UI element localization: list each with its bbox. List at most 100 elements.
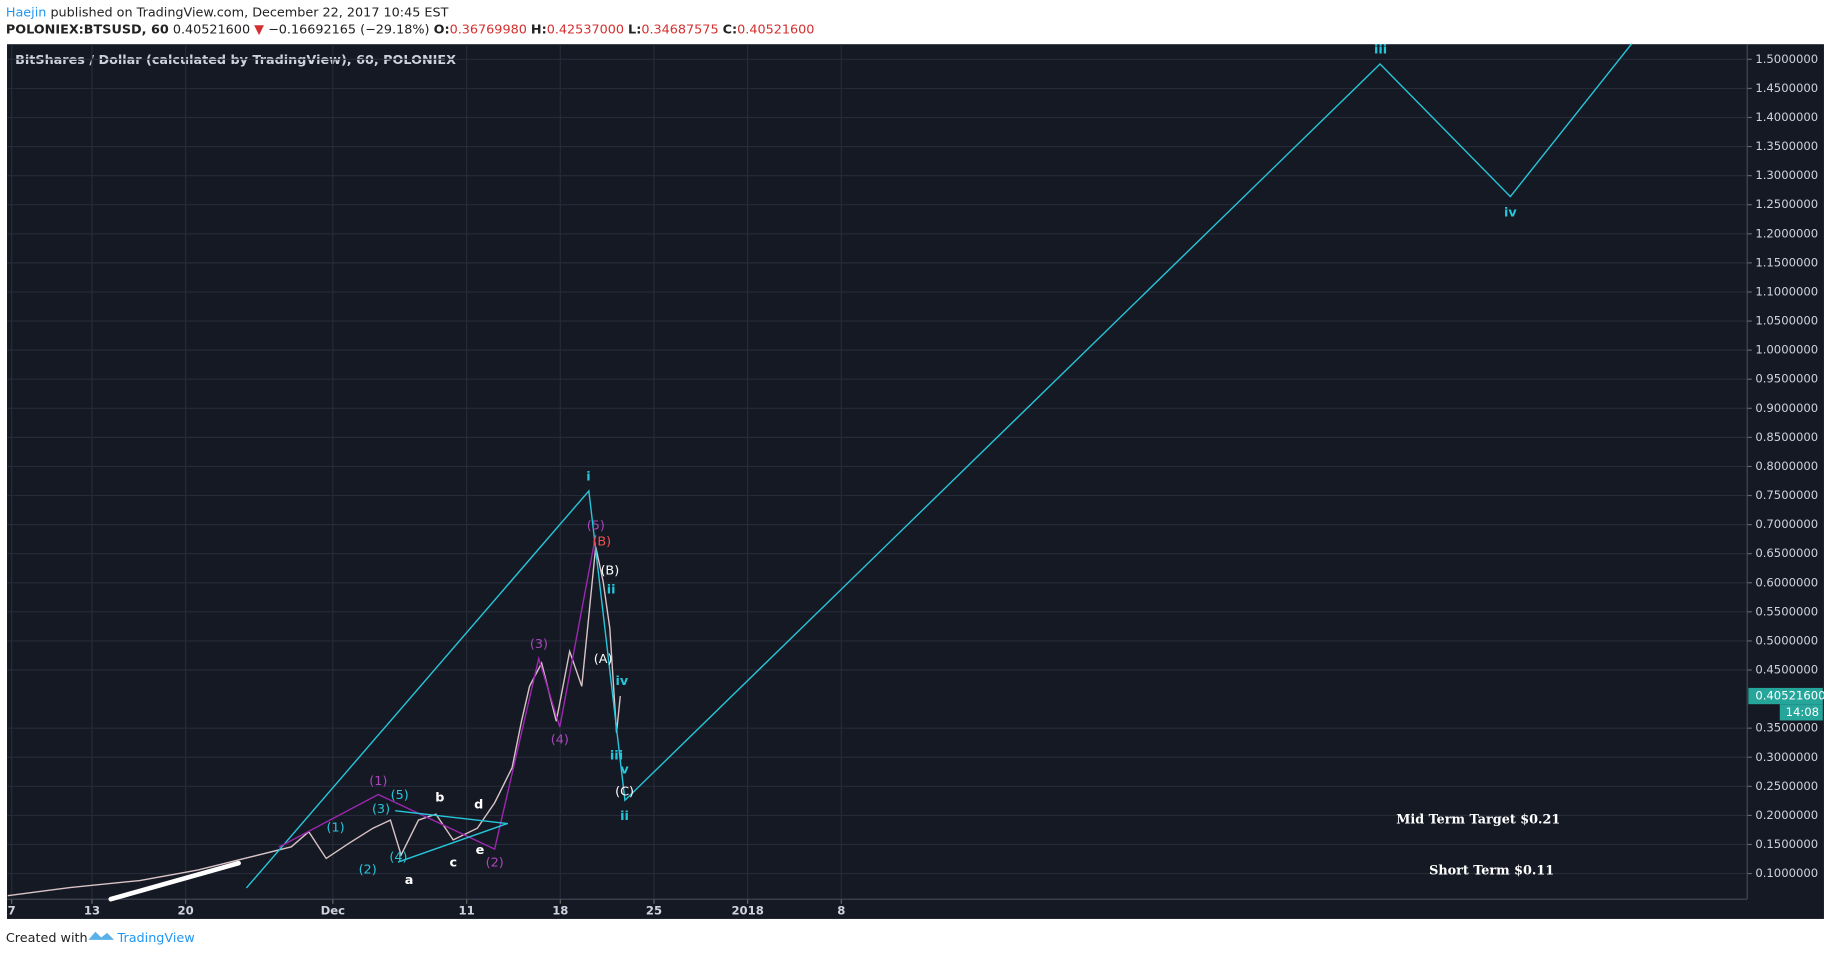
wave-label: i [586, 469, 590, 484]
y-tick-label: 0.6500000 [1755, 546, 1818, 560]
y-tick-label: 0.4500000 [1755, 663, 1818, 677]
ohlc-value: 0.40521600 [737, 23, 814, 38]
symbol-line: POLONIEX:BTSUSD, 60 0.40521600 ▼ −0.1669… [6, 23, 815, 38]
wave-line [246, 43, 1633, 889]
y-tick-label: 1.3000000 [1755, 168, 1818, 182]
y-tick-label: 1.1000000 [1755, 284, 1818, 298]
y-tick-label: 0.5000000 [1755, 633, 1818, 647]
y-tick-label: 0.1500000 [1755, 837, 1818, 851]
x-tick-label: Dec [321, 903, 346, 917]
author[interactable]: Haejin [6, 5, 47, 20]
wave-label: Short Term $0.11 [1429, 864, 1554, 879]
ohlc-value: 0.34687575 [641, 23, 718, 38]
wave-line [395, 810, 509, 825]
wave-label: (C) [615, 785, 634, 800]
change: −0.16692165 (−29.18%) [268, 23, 429, 38]
y-tick-label: 1.1500000 [1755, 255, 1818, 269]
y-tick-label: 0.6000000 [1755, 575, 1818, 589]
symbol: POLONIEX:BTSUSD, 60 [6, 23, 169, 38]
x-tick-label: 7 [8, 903, 16, 917]
wave-label: iii [610, 749, 623, 764]
wave-label: iv [616, 674, 629, 689]
wave-label: (3) [372, 802, 390, 817]
ohlc-value: 0.36769980 [450, 23, 527, 38]
wave-label: (2) [486, 856, 504, 871]
wave-line [278, 534, 597, 851]
y-tick-label: 1.5000000 [1755, 52, 1818, 66]
wave-label: e [476, 843, 485, 858]
y-tick-label: 0.2500000 [1755, 779, 1818, 793]
tv-logo [88, 931, 115, 940]
wave-label: c [449, 856, 457, 871]
countdown-tag [1779, 704, 1823, 721]
y-tick-label: 0.3000000 [1755, 750, 1818, 764]
x-tick-label: 18 [552, 903, 568, 917]
wave-label: Mid Term Target $0.21 [1396, 813, 1560, 828]
wave-label: ii [620, 809, 629, 824]
x-tick-label: 8 [837, 903, 845, 917]
wave-label: (1) [369, 774, 387, 789]
wave-label: (2) [359, 863, 377, 878]
footer-brand[interactable]: TradingView [117, 931, 195, 946]
publisher-line: Haejin published on TradingView.com, Dec… [6, 5, 449, 20]
y-tick-label: 1.4500000 [1755, 81, 1818, 95]
x-tick-label: 13 [84, 903, 100, 917]
wave-label: b [435, 790, 444, 805]
y-tick-label: 0.9000000 [1755, 401, 1818, 415]
y-tick-label: 0.8500000 [1755, 430, 1818, 444]
ohlc-label: H: [531, 23, 547, 38]
wave-label: a [405, 873, 414, 888]
countdown-label: 14:08 [1786, 705, 1820, 719]
chart-title: BitShares / Dollar (calculated by Tradin… [15, 53, 456, 68]
x-tick-label: 25 [646, 903, 662, 917]
last: 0.40521600 [173, 23, 250, 38]
wave-label: (1) [326, 821, 344, 836]
wave-line [108, 860, 241, 902]
ohlc-value: 0.42537000 [547, 23, 624, 38]
down-arrow: ▼ [254, 23, 264, 38]
wave-label: v [620, 763, 629, 778]
y-tick-label: 0.7500000 [1755, 488, 1818, 502]
wave-label: (A) [594, 652, 613, 667]
x-tick-label: 2018 [731, 903, 763, 917]
marks: iiiiiiiv(1)(2)(3)(4)(5)(1)(2)(3)(4)(5)ab… [7, 43, 1633, 902]
last-price-tag [1748, 687, 1823, 705]
wave-label: (3) [530, 637, 548, 652]
ohlc-label: C: [723, 23, 738, 38]
ohlc-label: L: [628, 23, 641, 38]
wave-label: (5) [391, 788, 409, 803]
grid [7, 44, 1748, 900]
y-tick-label: 1.0500000 [1755, 314, 1818, 328]
wave-label: (4) [551, 732, 569, 747]
wave-label: (B) [592, 535, 611, 550]
y-tick-label: 1.3500000 [1755, 139, 1818, 153]
y-tick-label: 0.7000000 [1755, 517, 1818, 531]
published: published on TradingView.com, December 2… [50, 5, 448, 20]
y-tick-label: 0.1000000 [1755, 866, 1818, 880]
wave-label: ii [607, 582, 616, 597]
x-tick-label: 11 [459, 903, 475, 917]
wave-label: (B) [600, 564, 619, 579]
wave-line [397, 822, 509, 863]
y-tick-label: 0.9500000 [1755, 372, 1818, 386]
footer-created: Created with [6, 931, 88, 946]
y-tick-label: 1.2000000 [1755, 226, 1818, 240]
wave-label: d [474, 797, 483, 812]
x-tick-label: 20 [178, 903, 194, 917]
y-tick-label: 1.4000000 [1755, 110, 1818, 124]
last-price-label: 0.40521600 [1755, 689, 1824, 703]
price-line [7, 546, 621, 897]
y-tick-label: 0.3500000 [1755, 721, 1818, 735]
y-tick-label: 0.2000000 [1755, 808, 1818, 822]
wave-label: (4) [389, 850, 407, 865]
y-tick-label: 0.8000000 [1755, 459, 1818, 473]
ohlc-label: O: [434, 23, 450, 38]
wave-label: iii [1374, 43, 1387, 58]
wave-label: (5) [587, 518, 605, 533]
y-tick-label: 1.0000000 [1755, 343, 1818, 357]
y-tick-label: 0.5500000 [1755, 604, 1818, 618]
chart-background [7, 44, 1824, 919]
wave-label: iv [1504, 205, 1517, 220]
